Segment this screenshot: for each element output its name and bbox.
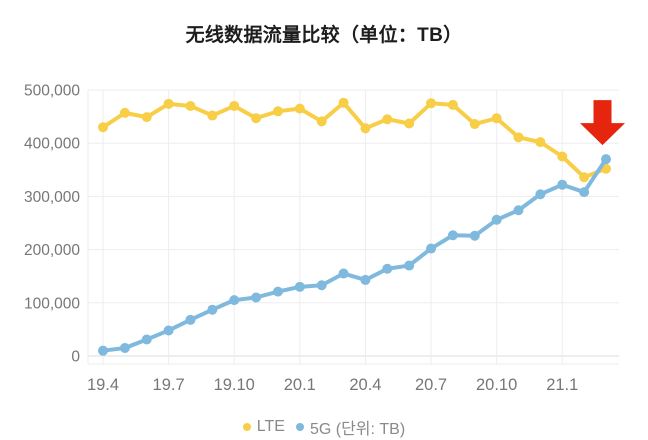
y-tick-label: 100,000 <box>24 295 80 312</box>
5g-point <box>185 314 196 325</box>
lte-point <box>491 113 502 124</box>
5g-point <box>229 295 240 306</box>
5g-point <box>141 334 152 345</box>
y-tick-label: 500,000 <box>24 83 80 100</box>
lte-point <box>426 98 437 109</box>
5g-point <box>601 154 611 165</box>
lte-point <box>251 113 262 124</box>
5g-point <box>316 280 327 291</box>
x-tick-label: 21.1 <box>546 376 578 394</box>
x-tick-label: 19.7 <box>153 376 185 394</box>
5g-line <box>101 157 608 353</box>
lte-point <box>469 119 480 130</box>
lte-point <box>338 97 349 108</box>
5g-point <box>579 187 590 198</box>
lte-point <box>382 114 393 125</box>
lte-point <box>513 132 524 143</box>
lte-line <box>101 100 608 180</box>
lte-point <box>579 172 590 183</box>
y-tick-label: 0 <box>71 349 80 366</box>
5g-point <box>426 243 437 254</box>
5g-point <box>382 263 393 274</box>
lte-point <box>229 100 240 111</box>
5g-legend-dot-icon <box>295 423 304 431</box>
lte-point <box>119 107 130 118</box>
x-tick-label: 19.4 <box>87 376 119 394</box>
lte-point <box>207 110 218 121</box>
5g-point <box>513 205 524 216</box>
lte-point <box>98 122 108 133</box>
y-tick-label: 400,000 <box>24 136 80 153</box>
5g-point <box>404 260 415 271</box>
y-tick-label: 200,000 <box>24 242 80 259</box>
5g-point <box>98 345 108 356</box>
5g-point <box>338 268 349 279</box>
lte-point <box>272 106 283 117</box>
x-tick-label: 20.7 <box>415 376 447 394</box>
y-tick-label: 300,000 <box>24 189 80 206</box>
legend-label-5g: 5G (단위: TB) <box>309 421 406 438</box>
chart-title: 无线数据流量比较（单位：TB） <box>185 25 463 46</box>
5g-point <box>491 214 502 225</box>
lte-point <box>447 99 458 110</box>
5g-point <box>447 230 458 241</box>
5g-point <box>119 343 130 354</box>
lte-point <box>535 137 546 148</box>
lte-point <box>316 116 327 127</box>
x-tick-label: 20.1 <box>284 376 316 394</box>
5g-point <box>294 281 305 292</box>
arrow-down-annotation <box>580 100 625 146</box>
x-tick-label: 20.10 <box>476 376 517 394</box>
lte-point <box>557 151 568 162</box>
lte-point <box>141 112 152 123</box>
legend-item-lte: LTE <box>242 418 285 436</box>
x-tick-label: 20.4 <box>349 376 381 394</box>
lte-point <box>404 118 415 129</box>
5g-point <box>469 230 480 241</box>
5g-point <box>251 292 262 303</box>
5g-point <box>535 189 546 200</box>
x-tick-label: 19.10 <box>214 376 255 394</box>
legend-label-lte: LTE <box>256 418 285 435</box>
5g-point <box>360 274 371 285</box>
legend-item-5g: 5G (단위: TB) <box>295 415 406 439</box>
lte-point <box>185 100 196 111</box>
5g-point <box>272 286 283 297</box>
5g-point <box>207 304 218 315</box>
lte-point <box>360 123 371 134</box>
lte-legend-dot-icon <box>242 423 251 431</box>
5g-point <box>557 179 568 190</box>
5g-point <box>163 325 174 336</box>
lte-point <box>163 98 174 109</box>
lte-point <box>294 103 305 114</box>
chart-legend: LTE 5G (단위: TB) <box>0 415 648 439</box>
